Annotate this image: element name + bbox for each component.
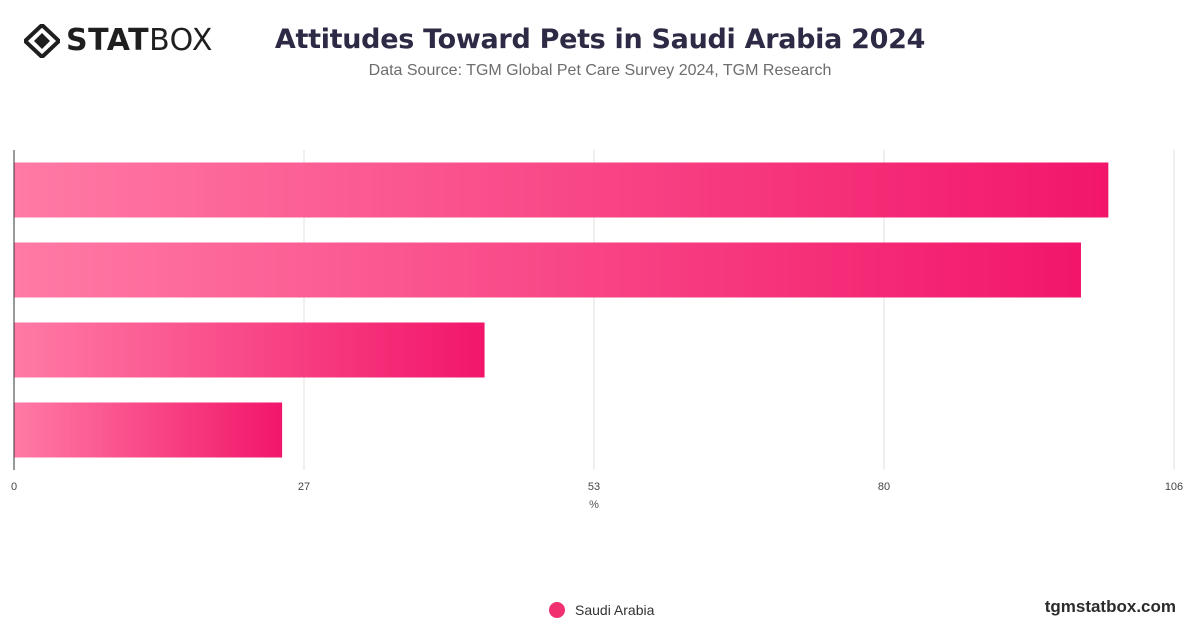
tick-labels: 0 27 53 80 106 <box>11 481 1183 493</box>
logo-light-text: BOX <box>149 23 213 58</box>
bar-3[interactable] <box>14 322 485 378</box>
site-url[interactable]: tgmstatbox.com <box>1044 597 1176 616</box>
x-tick-label: 106 <box>1165 481 1183 493</box>
statbox-logo: STATBOX <box>24 24 213 58</box>
bar-2[interactable] <box>14 242 1081 298</box>
chart-title: Attitudes Toward Pets in Saudi Arabia 20… <box>274 24 926 55</box>
bar-4[interactable] <box>14 402 283 458</box>
bars <box>14 162 1109 458</box>
legend[interactable]: Saudi Arabia <box>549 602 654 618</box>
logo-bold-text: STAT <box>66 23 150 58</box>
legend-swatch <box>549 602 565 618</box>
logo-wordmark: STATBOX <box>66 24 213 58</box>
x-tick-label: 53 <box>588 481 600 493</box>
x-tick-label: 0 <box>11 481 17 493</box>
x-tick-label: 80 <box>878 481 890 493</box>
bar-1[interactable] <box>14 162 1109 218</box>
chart-subtitle: Data Source: TGM Global Pet Care Survey … <box>368 62 832 79</box>
x-tick-label: 27 <box>298 481 310 493</box>
legend-label-saudi-arabia: Saudi Arabia <box>575 602 655 618</box>
statbox-diamond-icon <box>24 24 60 58</box>
x-axis-label: % <box>589 499 599 511</box>
